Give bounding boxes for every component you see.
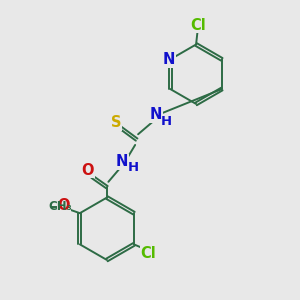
Text: H: H [161, 115, 172, 128]
Text: CH₃: CH₃ [48, 200, 72, 213]
Text: N: N [150, 107, 162, 122]
Text: H: H [128, 161, 139, 174]
Text: N: N [116, 154, 128, 169]
Text: S: S [111, 115, 121, 130]
Text: N: N [163, 52, 175, 67]
Text: Cl: Cl [140, 246, 156, 261]
Text: O: O [58, 198, 70, 213]
Text: O: O [81, 163, 94, 178]
Text: Cl: Cl [190, 18, 206, 33]
